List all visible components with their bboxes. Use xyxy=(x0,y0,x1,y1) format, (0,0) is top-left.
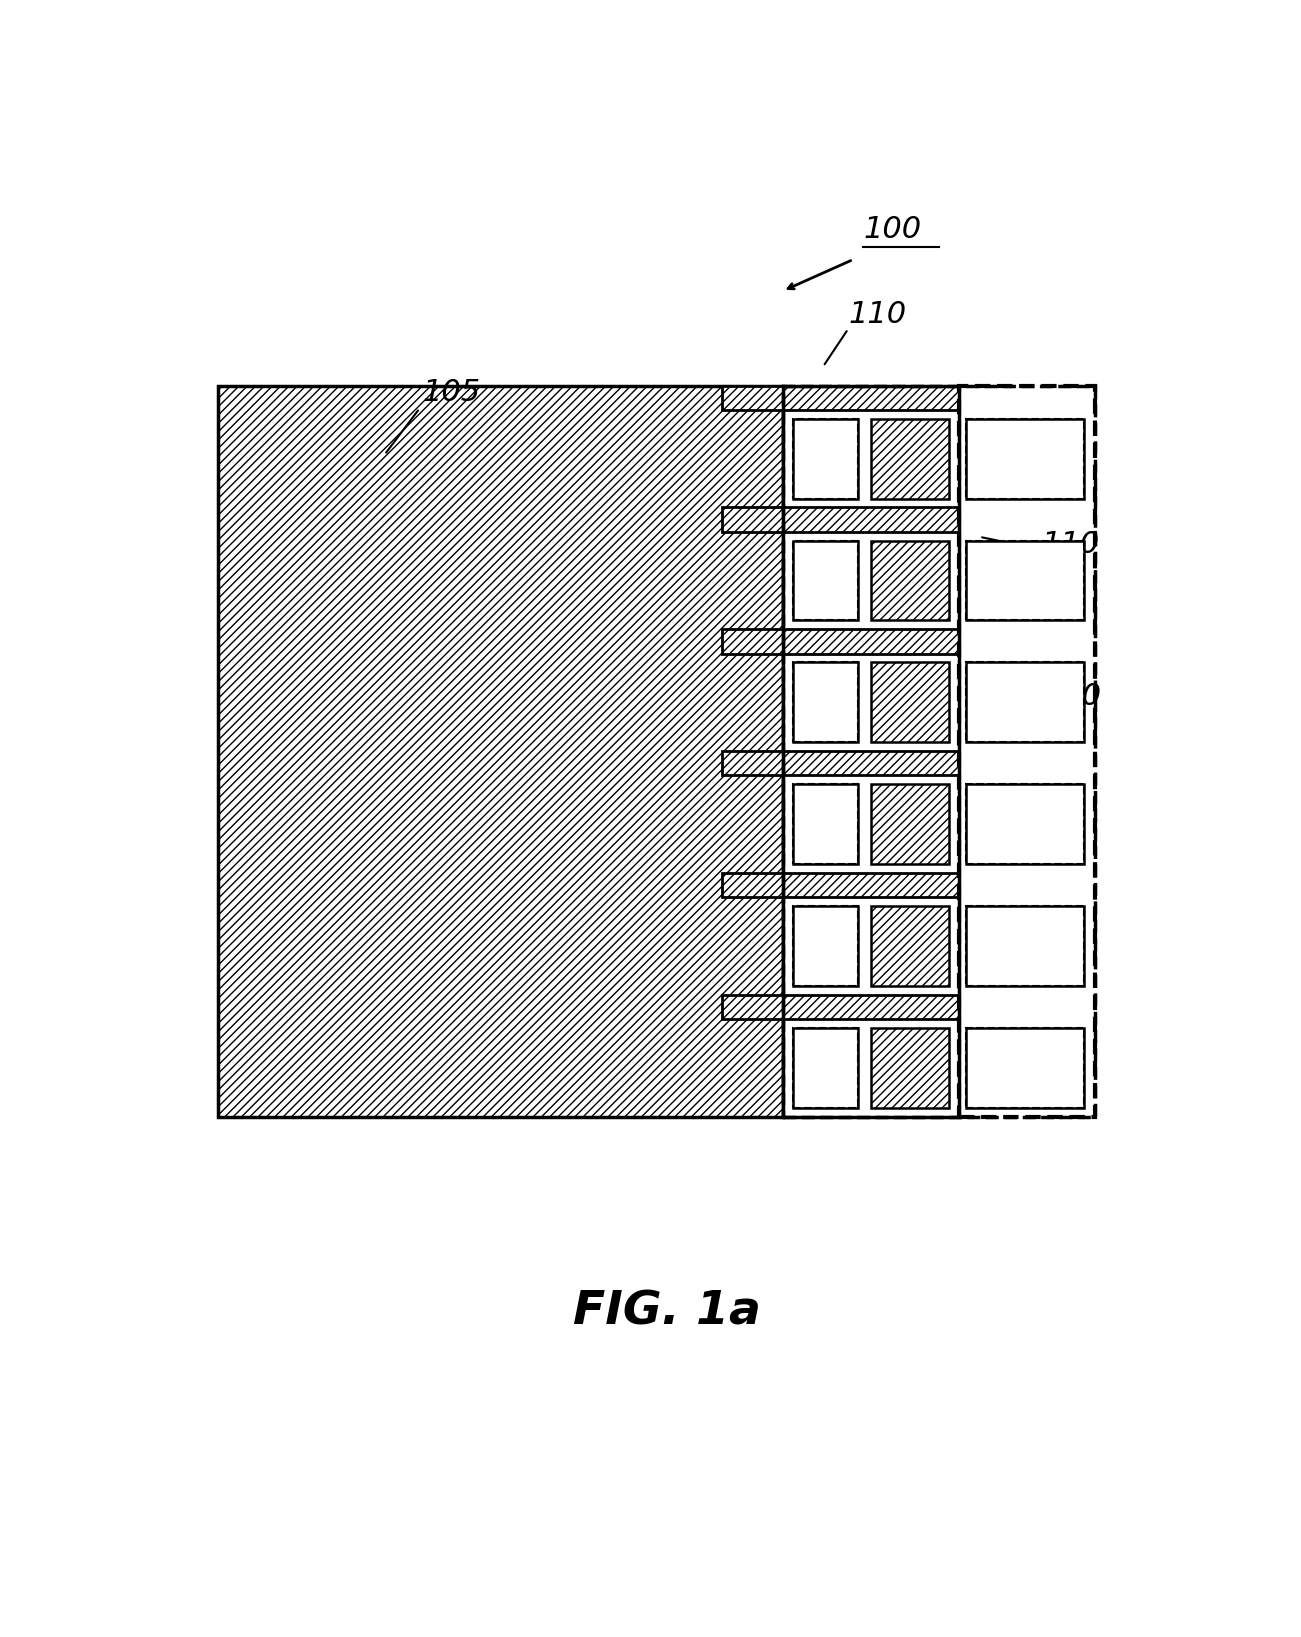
Bar xyxy=(792,540,859,620)
Bar xyxy=(792,419,859,499)
Bar xyxy=(722,873,959,897)
Bar xyxy=(967,419,1084,499)
Bar xyxy=(959,386,1095,1116)
Bar xyxy=(967,1028,1084,1108)
Bar xyxy=(870,907,948,985)
Bar xyxy=(870,540,948,620)
Bar xyxy=(792,784,859,864)
Bar xyxy=(722,385,959,409)
Bar xyxy=(219,386,783,1116)
Bar xyxy=(783,386,959,1116)
Bar xyxy=(792,1028,859,1108)
Bar xyxy=(967,784,1084,864)
Text: FIG. 1a: FIG. 1a xyxy=(572,1290,761,1334)
Bar xyxy=(783,386,959,1116)
Bar xyxy=(967,663,1084,742)
Bar xyxy=(722,629,959,653)
Bar xyxy=(792,419,859,499)
Bar xyxy=(959,386,1095,1116)
Bar xyxy=(783,386,1095,1116)
Text: 120: 120 xyxy=(1043,681,1102,710)
Bar xyxy=(792,907,859,985)
Bar xyxy=(870,419,948,499)
Bar xyxy=(870,784,948,864)
Text: 110: 110 xyxy=(1042,530,1099,560)
Bar xyxy=(792,663,859,742)
Bar xyxy=(722,995,959,1020)
Bar xyxy=(792,540,859,620)
Bar xyxy=(792,663,859,742)
Bar xyxy=(967,784,1084,864)
Text: 105: 105 xyxy=(423,378,481,408)
Bar xyxy=(792,784,859,864)
Text: 100: 100 xyxy=(864,216,921,244)
Bar xyxy=(967,907,1084,985)
Bar xyxy=(967,540,1084,620)
Bar xyxy=(870,663,948,742)
Bar xyxy=(967,540,1084,620)
Bar xyxy=(967,907,1084,985)
Bar xyxy=(967,1028,1084,1108)
Bar xyxy=(967,419,1084,499)
Bar xyxy=(722,751,959,776)
Bar xyxy=(870,1028,948,1108)
Bar xyxy=(722,507,959,532)
Bar xyxy=(792,907,859,985)
Bar xyxy=(967,663,1084,742)
Bar xyxy=(792,1028,859,1108)
Text: 110: 110 xyxy=(848,300,907,329)
